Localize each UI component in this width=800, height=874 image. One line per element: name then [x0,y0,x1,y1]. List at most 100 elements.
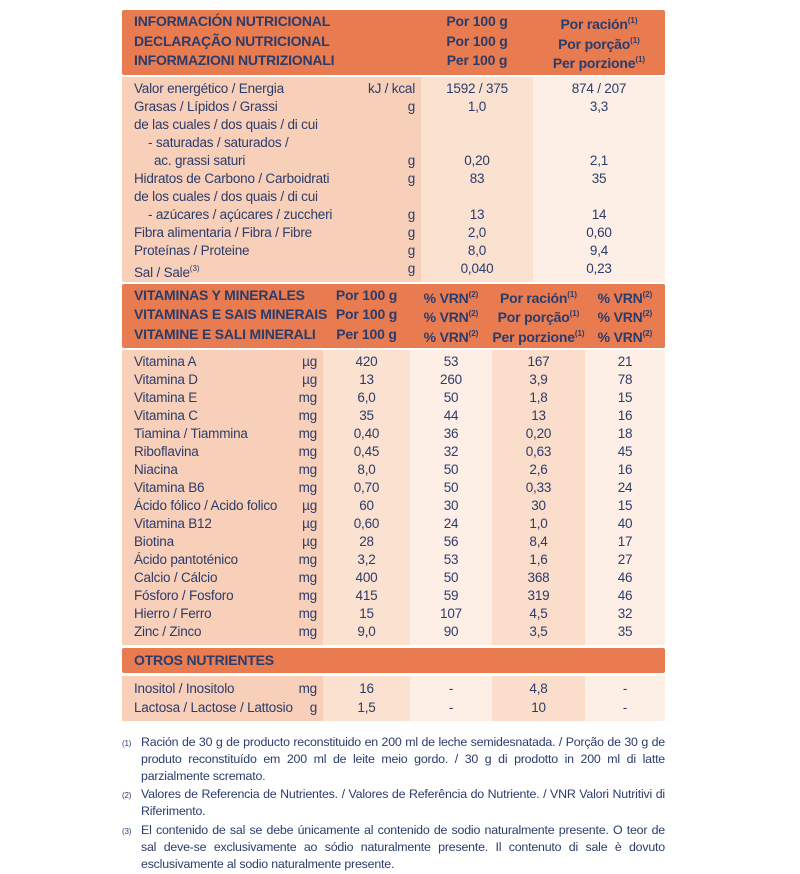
row-label: Zinc / Zinco [134,624,202,639]
row-unit: mg [298,390,318,405]
value-per-portion: 0,60 [586,224,612,240]
table-row: Vitamina B6 mg 0,70 50 0,33 24 [122,479,665,497]
row-label: Biotina [134,534,174,549]
value-per-100g: 0,040 [460,260,494,276]
header-column-label: Por ración(1) [499,289,578,306]
value-vrn-per-portion: - [622,681,628,696]
row-label: Vitamina A [134,354,197,369]
value-per-100g [421,188,533,206]
table-row: Inositol / Inositolo mg 16 - 4,8 - [122,679,665,698]
value-vrn-per-100g: 107 [440,606,462,621]
row-unit: g [407,242,416,258]
row-label-cell: Vitamina C mg [122,407,323,425]
footnote-marker: (2) [468,289,479,299]
table-row: Vitamina E mg 6,0 50 1,8 15 [122,389,665,407]
header-title: VITAMINAS Y MINERALES [134,286,305,303]
row-unit: µg [302,534,317,549]
header-column-label: Por 100 g [335,286,398,303]
footnote-marker: (1) [567,289,578,299]
header-column-label: % VRN(2) [597,289,653,306]
value-per-100g: 0,60 [353,516,380,531]
table-row: Calcio / Cálcio mg 400 50 368 46 [122,569,665,587]
value-per-portion: 3,9 [529,372,548,387]
value-per-portion: 4,5 [529,606,548,621]
value-vrn-per-portion: 45 [617,444,633,459]
value-per-portion: 1,0 [529,516,548,531]
value-vrn-per-100g: 53 [443,354,459,369]
row-unit: g [407,98,416,114]
value-vrn-per-100g: 50 [443,390,459,405]
row-unit: mg [298,681,318,696]
value-per-portion: 3,3 [589,98,609,114]
row-unit: mg [298,462,318,477]
other-nutrients-table: Inositol / Inositolo mg 16-4,8- Lactosa / L… [122,676,665,721]
value-per-100g: 6,0 [357,390,376,405]
header-column-label: % VRN(2) [423,289,479,306]
row-unit: mg [298,408,318,423]
row-unit: kJ / kcal [368,80,415,96]
row-label-cell: Inositol / Inositolo mg [122,679,323,698]
row-unit: g [309,700,318,715]
table-row: Zinc / Zinco mg 9,0 90 3,5 35 [122,623,665,641]
value-vrn-per-100g: 24 [443,516,459,531]
value-vrn-per-100g: 50 [443,570,459,585]
value-per-100g: 2,0 [467,224,487,240]
row-label-cell: Vitamina B6 mg [122,479,323,497]
value-per-100g: 8,0 [467,242,487,258]
value-per-100g: 15 [359,606,374,621]
row-label-cell: Hierro / Ferro mg [122,605,323,623]
value-per-100g: 1,0 [467,98,487,114]
row-label-cell: ac. grassi saturi g [122,152,421,170]
row-label: Vitamina D [134,372,198,387]
nutrition-label: INFORMACIÓN NUTRICIONAL Por 100 g Por raci… [122,10,665,874]
table-row: Fibra alimentaria / Fibra / Fibre g 2,0 0,6… [122,224,665,242]
value-per-100g: 1592 / 375 [446,80,508,96]
value-per-100g: 0,70 [353,480,380,495]
value-per-100g: 9,0 [357,624,376,639]
row-label-cell: - saturadas / saturados / [122,134,421,152]
row-unit: g [407,224,416,240]
value-vrn-per-100g: 53 [443,552,459,567]
header-column-label: % VRN(2) [423,309,479,325]
row-label: Ácido fólico / Acido folico [134,498,278,513]
value-per-portion: 8,4 [529,534,548,549]
value-vrn-per-portion: 16 [617,462,633,477]
row-label: - saturadas / saturados / [148,134,289,150]
value-vrn-per-100g: - [448,681,454,696]
row-label-cell: Niacina mg [122,461,323,479]
footnote-marker: (2) [468,328,479,338]
row-label-cell: Hidratos de Carbono / Carboidrati g [122,170,421,188]
value-per-100g: 13 [359,372,374,387]
row-label: de las cuales / dos quais / di cui [134,116,318,132]
table-row: Fósforo / Fosforo mg 415 59 319 46 [122,587,665,605]
row-label-cell: Vitamina B12 µg [122,515,323,533]
table-row: Ácido pantoténico mg 3,2 53 1,6 27 [122,551,665,569]
table-row: Ácido fólico / Acido folico µg 60 30 30 15 [122,497,665,515]
value-per-100g: 0,45 [353,444,380,459]
footnote-marker: (1) [627,16,638,25]
row-label-cell: Fósforo / Fosforo mg [122,587,323,605]
table-row: Hierro / Ferro mg 15 107 4,5 32 [122,605,665,623]
value-per-100g: 13 [469,206,485,222]
row-label-cell: de los cuales / dos quais / di cui [122,188,421,206]
header-column-label: Por ración(1) [560,16,638,32]
value-per-portion: 167 [527,354,550,369]
row-unit: g [407,260,416,276]
value-per-100g: 35 [359,408,374,423]
header-title: INFORMAZIONI NUTRIZIONALI [134,52,335,68]
row-label: Grasas / Lípidos / Grassi [134,98,278,114]
value-vrn-per-portion: 78 [617,372,633,387]
nutrition-table: Valor energético / Energia kJ / kcal 1592 … [122,76,665,282]
value-per-portion: 0,63 [525,444,552,459]
row-label: Tiamina / Tiammina [134,426,248,441]
row-label: Inositol / Inositolo [134,681,235,696]
value-vrn-per-portion: 16 [617,408,633,423]
value-vrn-per-portion: - [622,700,628,715]
footnote-text: Ración de 30 g de producto reconstituido… [141,735,665,783]
footnote-marker: (1) [574,328,585,338]
header-title: DECLARAÇÃO NUTRICIONAL [134,32,330,49]
value-per-100g: 0,40 [353,426,380,441]
value-vrn-per-100g: 36 [443,426,459,441]
footnote-text: El contenido de sal se debe únicamente a… [141,822,665,871]
header-row: INFORMAZIONI NUTRIZIONALI Per 100 g Per po… [122,52,665,72]
